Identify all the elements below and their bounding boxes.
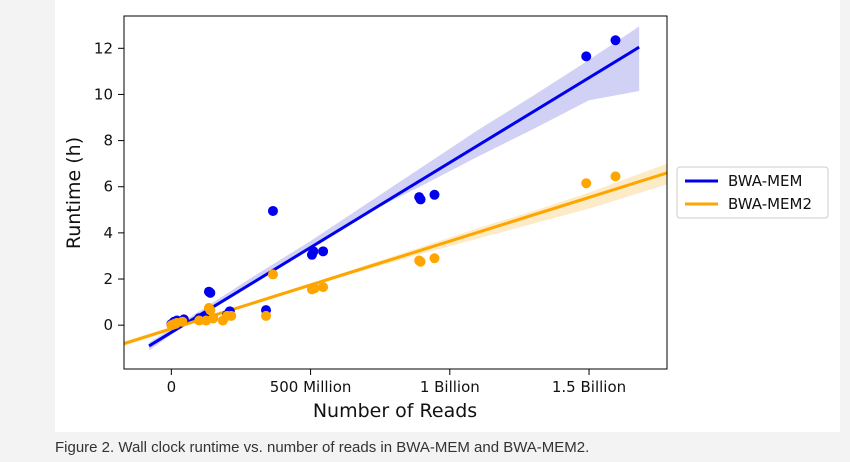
- point-series-1: [208, 313, 219, 324]
- point-series-1: [429, 253, 440, 264]
- y-tick-label: 6: [103, 178, 113, 196]
- point-series-1: [581, 178, 592, 189]
- point-series-1: [267, 269, 278, 280]
- y-tick-label: 4: [103, 224, 113, 242]
- point-series-0: [610, 35, 621, 46]
- point-series-1: [610, 171, 621, 182]
- x-tick-label: 0: [167, 378, 177, 396]
- plot-frame: [123, 15, 668, 370]
- figure-caption: Figure 2. Wall clock runtime vs. number …: [55, 439, 590, 456]
- point-series-1: [318, 282, 329, 293]
- y-axis-label: Runtime (h): [63, 137, 85, 249]
- point-series-1: [309, 283, 320, 294]
- point-series-0: [267, 205, 278, 216]
- data-points: [166, 35, 621, 331]
- point-series-1: [177, 316, 188, 327]
- legend-label-series-0: BWA-MEM: [728, 172, 802, 190]
- x-axis-ticks: 0 500 Million 1 Billion 1.5 Billion: [167, 369, 626, 396]
- point-series-0: [429, 189, 440, 200]
- legend-label-series-1: BWA-MEM2: [728, 195, 812, 213]
- x-axis-label: Number of Reads: [313, 400, 477, 422]
- fit-line-series-0: [148, 45, 640, 348]
- point-series-1: [226, 310, 237, 321]
- point-series-0: [318, 246, 329, 257]
- x-tick-label: 1 Billion: [420, 378, 480, 396]
- point-series-1: [415, 256, 426, 267]
- x-tick-label: 1.5 Billion: [552, 378, 626, 396]
- y-tick-label: 2: [103, 270, 113, 288]
- point-series-0: [415, 194, 426, 205]
- y-axis-ticks: 0 2 4 6 8 10 12: [94, 39, 124, 334]
- y-tick-label: 8: [103, 132, 113, 150]
- y-tick-label: 0: [103, 316, 113, 334]
- legend: BWA-MEM BWA-MEM2: [676, 166, 829, 219]
- point-series-1: [261, 310, 272, 321]
- point-series-0: [308, 246, 319, 257]
- point-series-0: [581, 51, 592, 62]
- x-tick-label: 500 Million: [270, 378, 352, 396]
- y-tick-label: 12: [94, 39, 113, 57]
- point-series-1: [205, 305, 216, 316]
- y-tick-label: 10: [94, 85, 113, 103]
- point-series-0: [205, 287, 216, 298]
- confidence-bands: [124, 26, 667, 351]
- point-series-1: [194, 315, 205, 326]
